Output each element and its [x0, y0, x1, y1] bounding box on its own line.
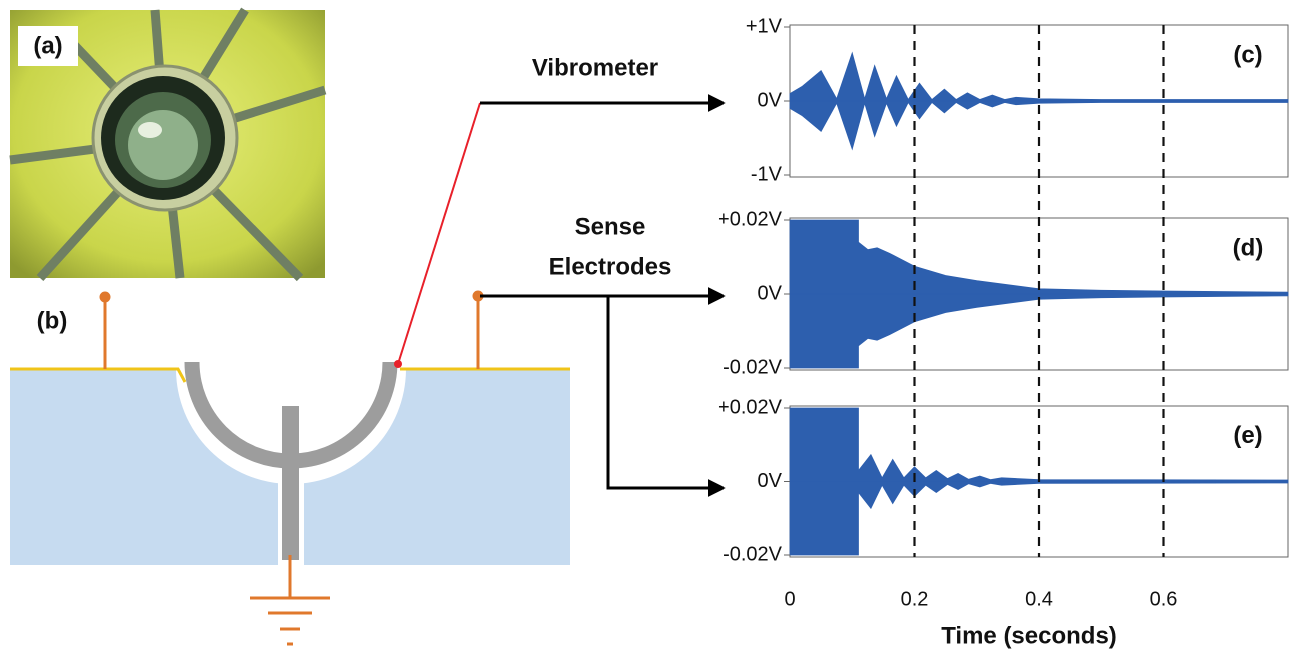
- panel-label: (c): [1233, 41, 1262, 68]
- x-axis-label: Time (seconds): [941, 622, 1117, 649]
- y-tick-label: +0.02V: [718, 396, 783, 418]
- panel-label: (b): [37, 307, 68, 334]
- y-tick-label: 0V: [758, 470, 783, 492]
- annotation: Sense: [575, 213, 646, 240]
- figure: (a) (b) Vibrometer Sense Electrodes +1V 0…: [0, 0, 1294, 663]
- x-tick-label: 0.6: [1150, 588, 1178, 610]
- panel-label: (d): [1233, 234, 1264, 261]
- panel-label: (a): [33, 32, 62, 59]
- y-tick-label: -1V: [751, 163, 783, 185]
- annotation: Electrodes: [549, 253, 672, 280]
- charts: +1V 0V -1V (c) +0.02V 0V -0.02V (d) +0.02V 0V -0.0…: [718, 15, 1288, 649]
- x-tick-label: 0: [784, 588, 795, 610]
- panel-label: (e): [1233, 422, 1262, 449]
- y-tick-label: +0.02V: [718, 208, 783, 230]
- y-tick-label: 0V: [758, 89, 783, 111]
- annotation: Vibrometer: [532, 54, 658, 81]
- y-tick-label: +1V: [746, 15, 783, 37]
- y-tick-label: -0.02V: [723, 356, 783, 378]
- y-tick-label: -0.02V: [723, 543, 783, 565]
- x-tick-label: 0.2: [901, 588, 929, 610]
- y-tick-label: 0V: [758, 282, 783, 304]
- x-tick-label: 0.4: [1025, 588, 1053, 610]
- photo: (a): [10, 10, 325, 278]
